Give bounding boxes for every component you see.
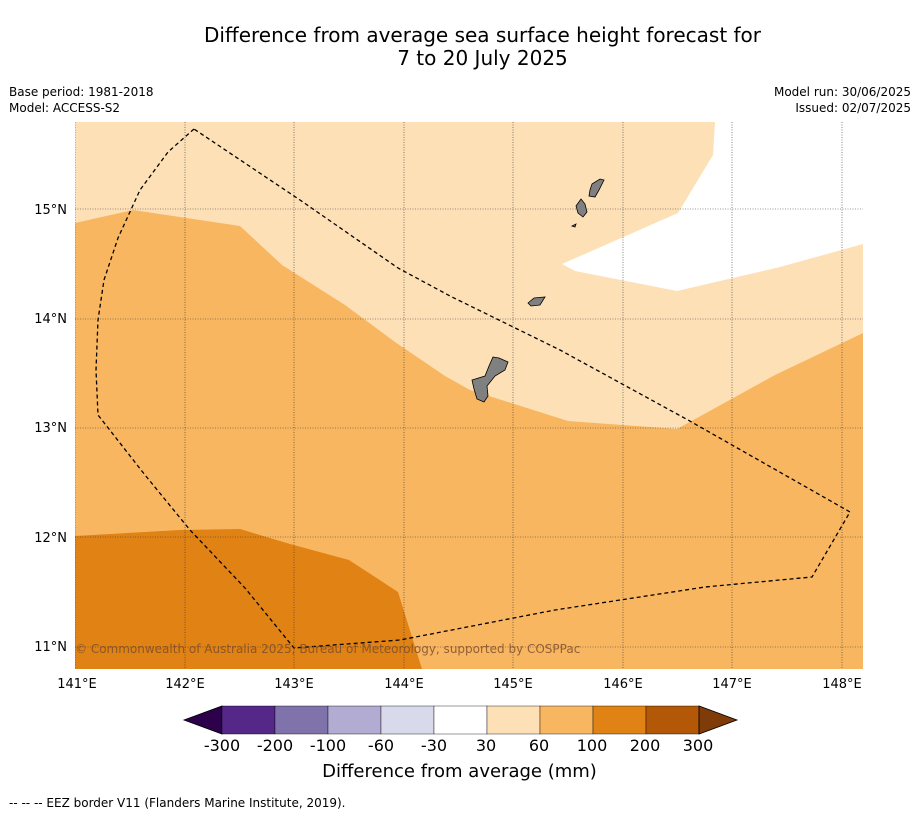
island-aguijan — [570, 223, 577, 228]
model-text: Model: ACCESS-S2 — [9, 101, 121, 115]
meta-right: Model run: 30/06/2025 Issued: 02/07/2025 — [774, 84, 911, 116]
lat-label: 12°N — [34, 531, 67, 546]
lat-label: 11°N — [34, 640, 67, 655]
colorbar-tick: -60 — [368, 736, 394, 755]
base-period-text: Base period: 1981-2018 — [9, 85, 154, 99]
colorbar-tick: -100 — [310, 736, 346, 755]
colorbar-extend-high — [698, 705, 739, 735]
colorbar-tick: 60 — [529, 736, 549, 755]
region-100-200 — [75, 529, 422, 669]
chart-title-line2: 7 to 20 July 2025 — [397, 46, 568, 70]
colorbar-segment — [380, 705, 435, 735]
issued-text: Issued: 02/07/2025 — [795, 101, 911, 115]
island-rota — [527, 296, 546, 307]
eez-footnote: -- -- -- EEZ border V11 (Flanders Marine… — [9, 796, 346, 810]
colorbar-title: Difference from average (mm) — [322, 761, 597, 782]
island-guam — [471, 356, 509, 403]
eez-border — [95, 128, 851, 649]
lon-label: 146°E — [603, 677, 643, 692]
lon-label: 145°E — [493, 677, 533, 692]
lon-axis-labels: 141°E 142°E 143°E 144°E 145°E 146°E 147°… — [57, 677, 862, 692]
islands — [471, 178, 605, 403]
colorbar-tick: 100 — [577, 736, 608, 755]
lon-label: 142°E — [165, 677, 205, 692]
region-neutral — [562, 122, 863, 291]
copyright-text: © Commonwealth of Australia 2025, Bureau… — [75, 642, 580, 656]
colorbar-tick: 200 — [630, 736, 661, 755]
colorbar — [182, 705, 739, 735]
lon-label: 141°E — [57, 677, 97, 692]
lon-label: 148°E — [822, 677, 862, 692]
colorbar-tick: 300 — [683, 736, 714, 755]
lon-label: 147°E — [712, 677, 752, 692]
colorbar-segment — [645, 705, 700, 735]
lon-label: 143°E — [274, 677, 314, 692]
colorbar-tick: -200 — [257, 736, 293, 755]
model-run-text: Model run: 30/06/2025 — [773, 85, 911, 99]
colorbar-segment — [274, 705, 329, 735]
island-tinian — [575, 198, 588, 218]
chart-title-line1: Difference from average sea surface heig… — [203, 23, 762, 47]
colorbar-tick: -300 — [204, 736, 240, 755]
colorbar-segment — [539, 705, 594, 735]
lat-axis-labels: 15°N 14°N 13°N 12°N 11°N — [34, 203, 67, 655]
grid-lines — [75, 122, 863, 669]
colorbar-segment — [221, 705, 276, 735]
colorbar-segment — [327, 705, 382, 735]
lat-label: 14°N — [34, 312, 67, 327]
lon-label: 144°E — [384, 677, 424, 692]
colorbar-segment — [486, 705, 541, 735]
colorbar-tick: 30 — [476, 736, 496, 755]
colorbar-ticks: -300 -200 -100 -60 -30 30 60 100 200 300 — [204, 736, 713, 755]
lat-label: 13°N — [34, 421, 67, 436]
island-saipan — [588, 178, 605, 198]
colorbar-tick: -30 — [421, 736, 447, 755]
lat-label: 15°N — [34, 203, 67, 218]
colorbar-extend-low — [182, 705, 223, 735]
colorbar-segment — [592, 705, 647, 735]
colorbar-segment — [433, 705, 488, 735]
map-area — [75, 122, 863, 669]
meta-left: Base period: 1981-2018 Model: ACCESS-S2 — [9, 84, 154, 116]
